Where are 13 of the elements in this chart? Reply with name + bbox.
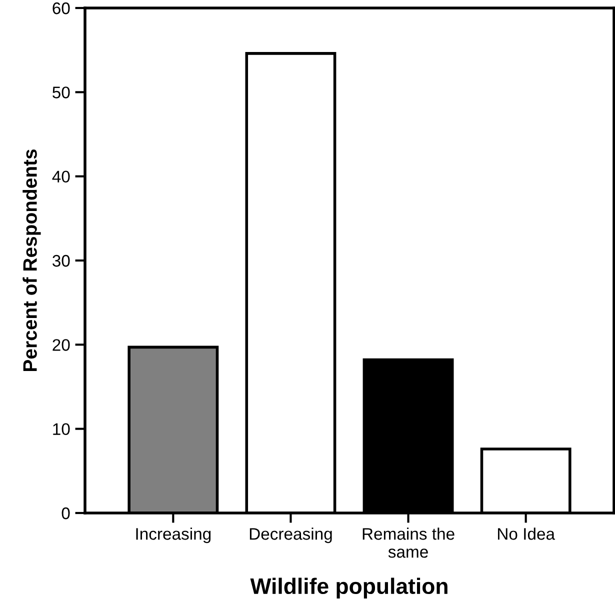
y-tick-label: 20 [52,339,70,351]
y-tick-label: 30 [52,254,70,267]
x-tick-label: Remains the same [362,528,454,558]
y-tick-label: 10 [53,423,70,436]
y-axis-title: Percent of Respondents [22,149,41,372]
y-tick-label: 60 [52,2,70,14]
x-axis-title: Wildlife population [250,578,448,598]
x-tick-label: No Idea [498,528,556,540]
y-tick-label: 50 [52,86,70,98]
y-tick-label: 40 [52,170,70,183]
x-tick-label: Decreasing [250,528,332,544]
x-tick-label: Increasing [136,528,211,544]
y-tick-label: 0 [62,507,70,520]
